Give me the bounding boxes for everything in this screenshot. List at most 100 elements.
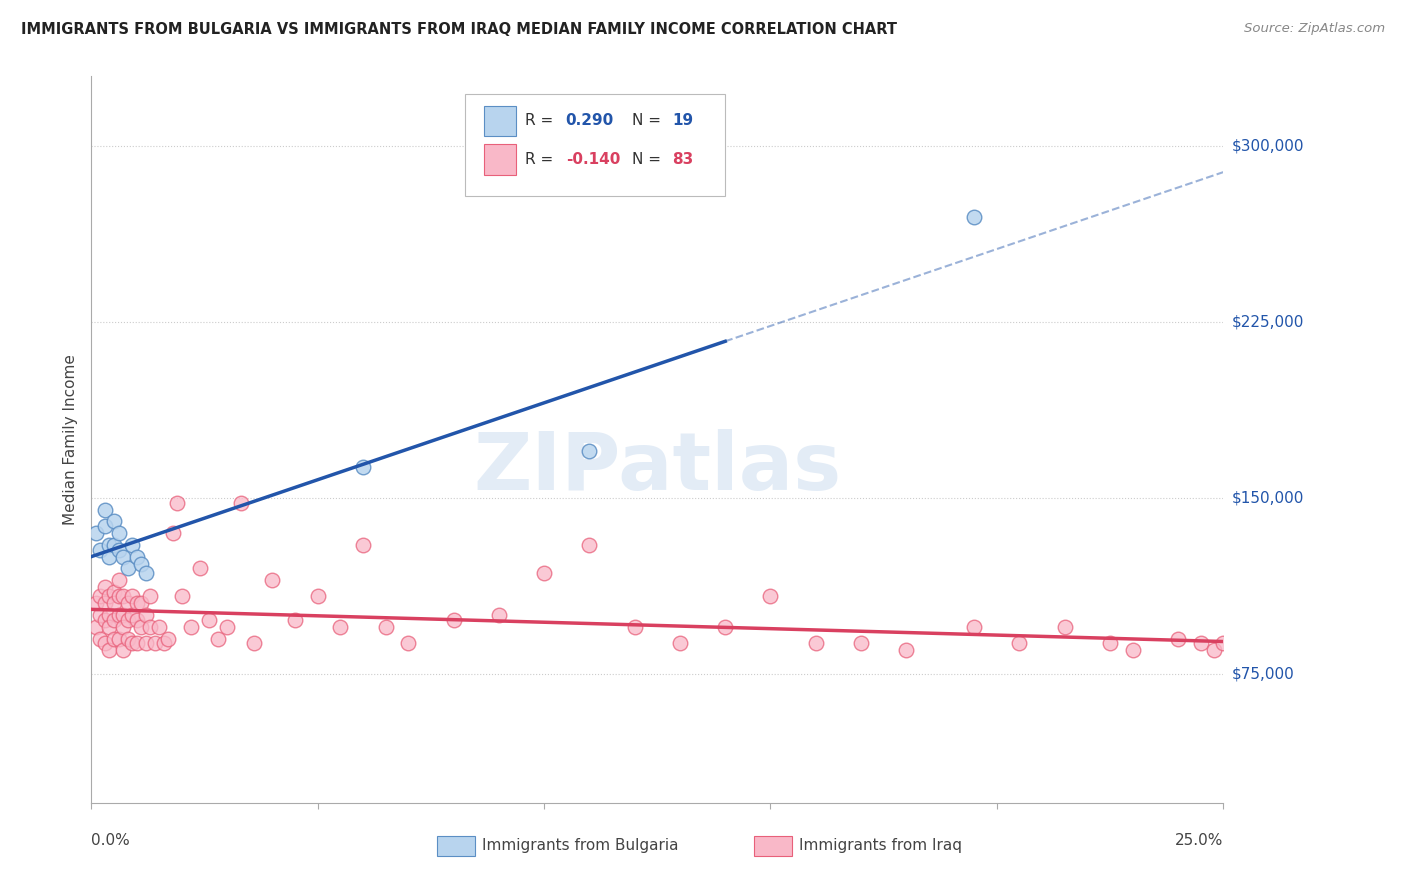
Point bbox=[374, 620, 396, 634]
Point bbox=[963, 620, 986, 634]
Point bbox=[125, 549, 148, 564]
Point bbox=[1189, 636, 1212, 650]
Point bbox=[1234, 660, 1257, 674]
Point bbox=[1122, 643, 1144, 657]
Point bbox=[443, 613, 465, 627]
Point bbox=[578, 538, 600, 552]
Point bbox=[1212, 636, 1234, 650]
Point bbox=[112, 643, 135, 657]
Point bbox=[135, 608, 157, 623]
Point bbox=[117, 597, 139, 611]
Point bbox=[329, 620, 352, 634]
Bar bbox=[484, 145, 516, 175]
Point bbox=[117, 613, 139, 627]
Bar bbox=[484, 105, 516, 136]
Text: IMMIGRANTS FROM BULGARIA VS IMMIGRANTS FROM IRAQ MEDIAN FAMILY INCOME CORRELATIO: IMMIGRANTS FROM BULGARIA VS IMMIGRANTS F… bbox=[21, 22, 897, 37]
Point bbox=[94, 580, 117, 594]
Point bbox=[533, 566, 555, 580]
Point bbox=[94, 613, 117, 627]
Point bbox=[198, 613, 221, 627]
Point bbox=[135, 566, 157, 580]
Point bbox=[107, 542, 129, 557]
Point bbox=[804, 636, 827, 650]
Point bbox=[352, 460, 374, 475]
Point bbox=[157, 632, 180, 646]
Point bbox=[107, 590, 129, 604]
Point bbox=[98, 538, 121, 552]
Point bbox=[89, 542, 111, 557]
Point bbox=[98, 590, 121, 604]
Text: Immigrants from Iraq: Immigrants from Iraq bbox=[799, 838, 962, 853]
Point bbox=[1167, 632, 1189, 646]
Text: 19: 19 bbox=[672, 113, 693, 128]
Point bbox=[180, 620, 202, 634]
Point bbox=[89, 632, 111, 646]
Bar bbox=[437, 836, 475, 855]
Text: -0.140: -0.140 bbox=[565, 152, 620, 167]
Point bbox=[166, 495, 188, 509]
Point bbox=[1008, 636, 1031, 650]
Point bbox=[121, 538, 143, 552]
Point bbox=[352, 538, 374, 552]
Point bbox=[103, 632, 125, 646]
Text: ZIPatlas: ZIPatlas bbox=[474, 429, 841, 508]
Point bbox=[896, 643, 918, 657]
Point bbox=[229, 495, 252, 509]
Text: N =: N = bbox=[633, 152, 666, 167]
Point bbox=[243, 636, 266, 650]
Point bbox=[112, 608, 135, 623]
Point bbox=[121, 590, 143, 604]
Point bbox=[307, 590, 329, 604]
Y-axis label: Median Family Income: Median Family Income bbox=[63, 354, 79, 524]
Point bbox=[121, 636, 143, 650]
Text: Immigrants from Bulgaria: Immigrants from Bulgaria bbox=[482, 838, 678, 853]
Text: 0.290: 0.290 bbox=[565, 113, 614, 128]
Point bbox=[84, 620, 107, 634]
Point bbox=[759, 590, 782, 604]
Point bbox=[98, 549, 121, 564]
Point bbox=[139, 590, 162, 604]
Point bbox=[623, 620, 645, 634]
Text: Source: ZipAtlas.com: Source: ZipAtlas.com bbox=[1244, 22, 1385, 36]
Point bbox=[94, 636, 117, 650]
Point bbox=[129, 620, 152, 634]
Point bbox=[103, 597, 125, 611]
Point bbox=[1220, 650, 1243, 665]
Point bbox=[84, 526, 107, 541]
Point bbox=[117, 561, 139, 575]
Point bbox=[849, 636, 872, 650]
Text: 0.0%: 0.0% bbox=[91, 833, 131, 848]
Point bbox=[112, 590, 135, 604]
Point bbox=[107, 573, 129, 587]
Point bbox=[714, 620, 737, 634]
Point bbox=[98, 643, 121, 657]
Point bbox=[396, 636, 419, 650]
Point bbox=[89, 608, 111, 623]
Point bbox=[98, 620, 121, 634]
Point bbox=[103, 515, 125, 529]
Point bbox=[107, 632, 129, 646]
Point bbox=[170, 590, 193, 604]
Point bbox=[669, 636, 692, 650]
Point bbox=[125, 636, 148, 650]
Point bbox=[1204, 643, 1226, 657]
Text: R =: R = bbox=[524, 152, 558, 167]
Point bbox=[94, 519, 117, 533]
Text: $225,000: $225,000 bbox=[1232, 315, 1303, 329]
Point bbox=[578, 444, 600, 458]
Point bbox=[125, 613, 148, 627]
Point bbox=[153, 636, 176, 650]
Point bbox=[94, 597, 117, 611]
FancyBboxPatch shape bbox=[465, 94, 725, 195]
Point bbox=[139, 620, 162, 634]
Point bbox=[284, 613, 307, 627]
Point bbox=[488, 608, 510, 623]
Point bbox=[112, 620, 135, 634]
Point bbox=[129, 597, 152, 611]
Text: 83: 83 bbox=[672, 152, 693, 167]
Point bbox=[129, 557, 152, 571]
Bar bbox=[754, 836, 792, 855]
Point bbox=[207, 632, 229, 646]
Point bbox=[94, 502, 117, 516]
Point bbox=[121, 608, 143, 623]
